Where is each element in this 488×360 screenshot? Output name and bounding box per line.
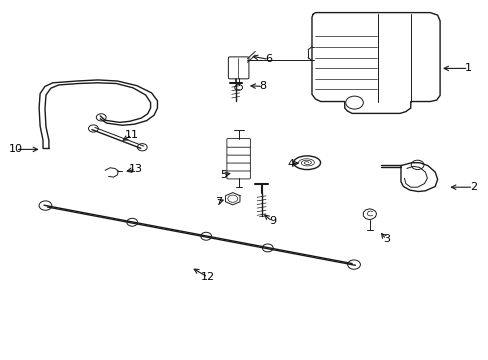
Text: 6: 6 xyxy=(265,54,272,64)
FancyBboxPatch shape xyxy=(226,154,250,163)
Text: 2: 2 xyxy=(469,182,476,192)
Text: 7: 7 xyxy=(215,197,222,207)
FancyBboxPatch shape xyxy=(228,57,248,79)
Text: 11: 11 xyxy=(125,130,139,140)
Text: 1: 1 xyxy=(464,63,471,73)
Text: 8: 8 xyxy=(259,81,266,91)
Text: 4: 4 xyxy=(287,159,294,169)
FancyBboxPatch shape xyxy=(226,162,250,171)
FancyBboxPatch shape xyxy=(226,170,250,179)
Text: 9: 9 xyxy=(268,216,275,226)
FancyBboxPatch shape xyxy=(226,139,250,147)
Text: 13: 13 xyxy=(129,164,142,174)
Text: 10: 10 xyxy=(9,144,22,154)
Text: 3: 3 xyxy=(382,234,389,244)
Text: 12: 12 xyxy=(201,272,214,282)
FancyBboxPatch shape xyxy=(226,147,250,155)
Text: 5: 5 xyxy=(220,170,227,180)
